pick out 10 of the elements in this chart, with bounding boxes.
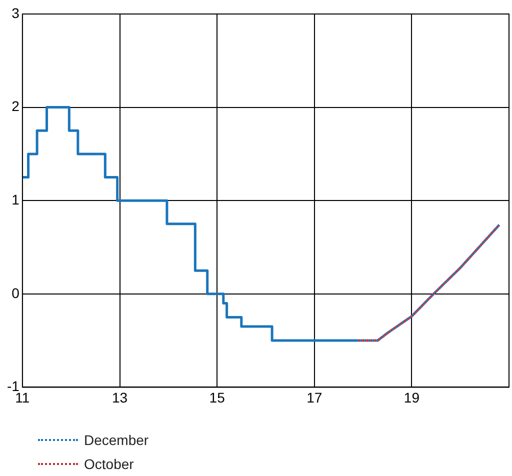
legend-label: December: [84, 432, 149, 448]
y-tick-label: 2: [12, 98, 20, 114]
x-tick-label: 15: [209, 389, 226, 406]
y-tick-label: 3: [12, 4, 20, 21]
y-tick-label: 1: [12, 191, 20, 208]
x-tick-label: 19: [404, 389, 420, 406]
x-tick-label: 13: [112, 389, 128, 406]
x-tick-label: 17: [306, 389, 322, 406]
y-tick-label: 0: [12, 284, 20, 301]
legend-label: October: [84, 456, 134, 472]
